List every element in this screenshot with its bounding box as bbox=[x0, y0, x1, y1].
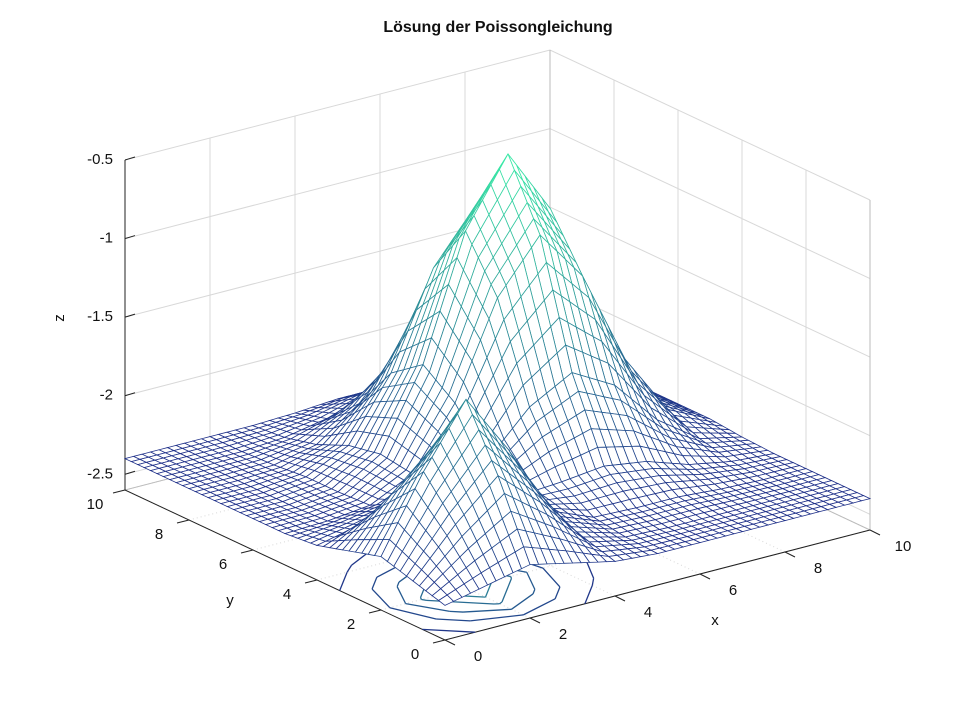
contour-segment bbox=[426, 599, 495, 605]
axis-line bbox=[444, 529, 871, 641]
x-axis-label: x bbox=[711, 612, 719, 629]
contour-segment bbox=[532, 589, 536, 595]
x-tick-label: 8 bbox=[814, 560, 822, 577]
y-tick-label: 4 bbox=[283, 586, 291, 603]
y-tick-label: 8 bbox=[155, 526, 163, 543]
contour-segment bbox=[371, 576, 378, 590]
x-tick bbox=[869, 529, 881, 536]
y-tick bbox=[176, 519, 190, 524]
x-tick-label: 6 bbox=[729, 582, 737, 599]
contour-segment bbox=[389, 607, 437, 620]
x-tick-label: 2 bbox=[559, 626, 567, 643]
y-tick bbox=[112, 489, 126, 494]
x-tick bbox=[444, 639, 456, 646]
contour-segment bbox=[499, 601, 503, 605]
z-tick-label: -2.5 bbox=[87, 465, 113, 482]
contour-segment bbox=[405, 602, 450, 612]
y-tick-label: 6 bbox=[219, 556, 227, 573]
x-tick bbox=[699, 573, 711, 580]
contour-segment bbox=[371, 588, 391, 609]
z-tick-label: -1 bbox=[100, 230, 113, 247]
contour-segment bbox=[396, 586, 407, 604]
contour-segment bbox=[511, 593, 534, 610]
z-tick bbox=[124, 470, 136, 475]
contour-segment bbox=[523, 598, 556, 616]
x-tick bbox=[614, 595, 626, 602]
y-tick bbox=[432, 639, 446, 644]
x-tick-label: 10 bbox=[895, 538, 912, 555]
y-tick-label: 0 bbox=[411, 646, 419, 663]
y-tick bbox=[368, 609, 382, 614]
z-tick-label: -0.5 bbox=[87, 151, 113, 168]
z-axis-label: z bbox=[51, 314, 68, 322]
contour-segment bbox=[422, 628, 476, 633]
y-tick-label: 2 bbox=[347, 616, 355, 633]
z-tick-label: -1.5 bbox=[87, 308, 113, 325]
contour-segment bbox=[396, 581, 400, 587]
contour-segment bbox=[584, 585, 593, 605]
z-tick bbox=[124, 156, 136, 161]
contour-segment bbox=[346, 564, 353, 573]
chart-title: Lösung der Poissongleichung bbox=[383, 19, 612, 36]
axis-line bbox=[124, 489, 446, 641]
surface-cell bbox=[437, 594, 455, 606]
contour-segment bbox=[526, 571, 536, 590]
y-tick bbox=[304, 579, 318, 584]
x-tick bbox=[784, 551, 796, 558]
contour-segment bbox=[501, 578, 513, 603]
contour-segment bbox=[419, 597, 423, 600]
contour-segment bbox=[509, 576, 513, 579]
x-tick-label: 0 bbox=[474, 648, 482, 665]
contour-segment bbox=[462, 608, 512, 613]
contour-segment bbox=[591, 578, 595, 586]
x-tick bbox=[529, 617, 541, 624]
y-tick-label: 10 bbox=[87, 496, 104, 513]
contour-segment bbox=[470, 614, 524, 622]
y-tick bbox=[240, 549, 254, 554]
y-axis-label: y bbox=[226, 592, 234, 609]
contour-segment bbox=[436, 618, 471, 622]
contour-segment bbox=[421, 598, 427, 602]
contour-segment bbox=[339, 571, 348, 591]
contour-segment bbox=[484, 581, 493, 598]
contour-segment bbox=[542, 567, 561, 588]
z-tick-label: -2 bbox=[100, 387, 113, 404]
contour-segment bbox=[554, 586, 561, 600]
z-tick bbox=[124, 392, 136, 397]
contour-segment bbox=[449, 610, 464, 613]
z-tick bbox=[124, 313, 136, 318]
x-tick-label: 4 bbox=[644, 604, 652, 621]
z-tick bbox=[124, 235, 136, 240]
